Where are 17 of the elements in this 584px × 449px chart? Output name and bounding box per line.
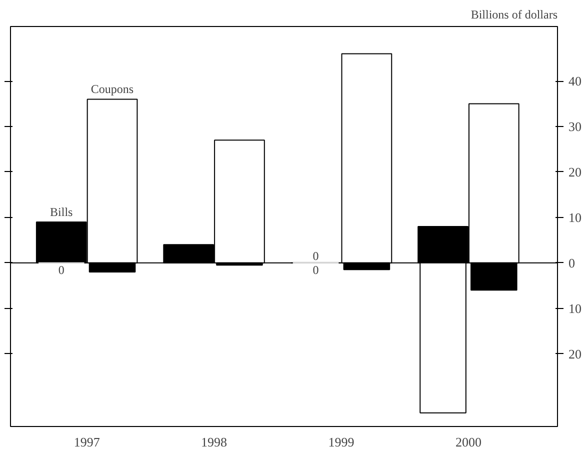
x-tick-label: 1997 [74,434,100,449]
y-tick-label: 10 [568,210,582,225]
series-label: Coupons [90,82,134,96]
data-label: 0 [58,262,64,277]
data-label: 0 [312,262,319,277]
y-tick-label: 20 [568,164,582,180]
y-tick-label: 30 [568,119,582,134]
x-tick-label: 1998 [201,434,228,449]
data-label: 0 [312,248,319,263]
x-tick-label: 2000 [455,434,482,449]
series-label: Bills [50,204,74,219]
y-tick-label: 0 [568,255,575,270]
y-tick-label: 40 [568,74,582,89]
y-tick-label: 10 [568,300,582,316]
y-axis-title: Billions of dollars [470,8,558,22]
y-tick-label: 20 [568,346,582,362]
x-tick-label: 1999 [328,434,354,449]
